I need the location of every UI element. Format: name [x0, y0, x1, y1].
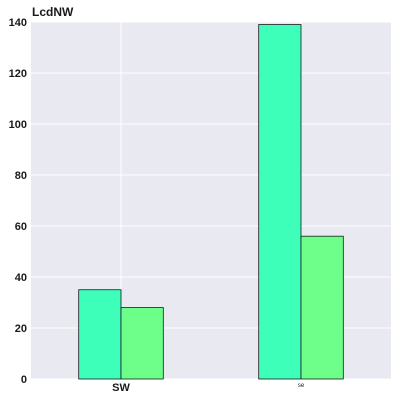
bar	[120, 307, 164, 380]
y-tick-label: 0	[21, 374, 27, 386]
y-tick-label: 20	[15, 323, 27, 335]
y-tick-label: 80	[15, 170, 27, 182]
y-tick-label: 100	[9, 119, 27, 131]
bar	[300, 235, 344, 380]
plot-area: 0 20 40 60 80 100 120 140 SW se	[9, 17, 391, 394]
bar	[258, 24, 302, 380]
y-tick-label: 140	[9, 17, 27, 29]
y-tick-label: 120	[9, 68, 27, 80]
chart-title: LcdNW	[32, 5, 74, 19]
y-tick-label: 60	[15, 221, 27, 233]
bar	[78, 289, 122, 380]
x-tick-label: se	[298, 383, 305, 389]
y-tick-label: 40	[15, 272, 27, 284]
x-tick-label: SW	[112, 382, 130, 394]
